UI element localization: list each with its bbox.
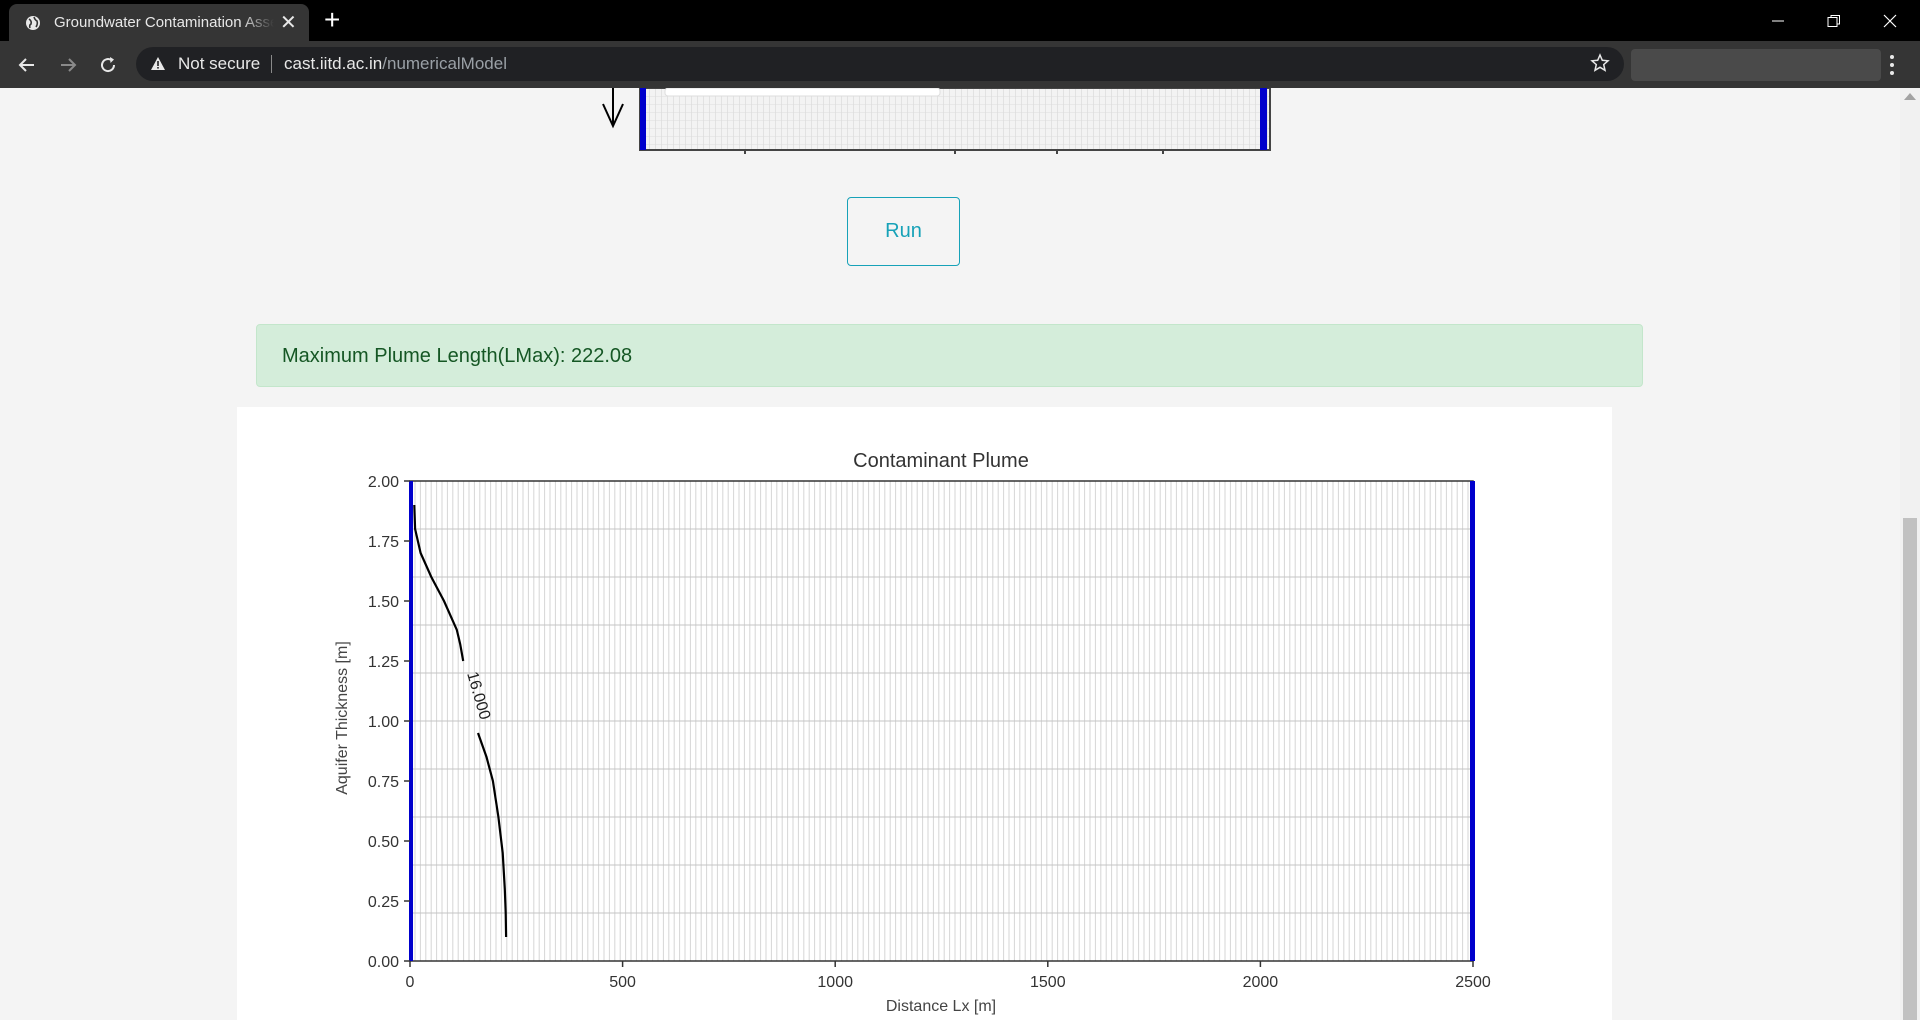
divider [271, 55, 272, 73]
y-tick-label: 0.00 [368, 954, 399, 971]
contaminant-plume-chart: Contaminant Plume Aquifer Thickness [m] … [334, 450, 1491, 1015]
plot-card: Contaminant Plume Aquifer Thickness [m] … [237, 407, 1612, 1020]
tab-title: Groundwater Contamination Assessment [54, 14, 274, 31]
contour-label: 16.000 [463, 670, 493, 722]
max-plume-length-text: Maximum Plume Length(LMax): 222.08 [282, 345, 633, 367]
close-window-icon[interactable] [1862, 0, 1918, 41]
warning-icon [151, 57, 165, 70]
scrollbar-thumb[interactable] [1903, 518, 1917, 1020]
right-boundary [1470, 481, 1475, 961]
y-tick-label: 1.25 [368, 654, 399, 671]
x-tick-label: 2000 [1243, 974, 1279, 991]
chart-title: Contaminant Plume [853, 450, 1029, 472]
security-label[interactable]: Not secure [178, 54, 261, 73]
browser-tab-strip: Groundwater Contamination Assessment ✕ + [0, 0, 1920, 41]
y-tick-label: 0.50 [368, 834, 399, 851]
left-boundary [409, 481, 413, 961]
result-alert: Maximum Plume Length(LMax): 222.08 [256, 324, 1643, 387]
x-tick-label: 0 [406, 974, 415, 991]
y-tick-label: 1.00 [368, 714, 399, 731]
aquifer-model-diagram [602, 88, 1271, 154]
profile-area[interactable] [1631, 49, 1881, 81]
page-content: Run Maximum Plume Length(LMax): 222.08 C… [0, 88, 1900, 1020]
contour-line [413, 504, 465, 662]
down-arrow-icon [602, 88, 624, 129]
x-tick-label: 1500 [1030, 974, 1066, 991]
url-host: cast.iitd.ac.in [284, 54, 383, 73]
y-tick-label: 0.75 [368, 774, 399, 791]
y-axis-label: Aquifer Thickness [m] [334, 641, 351, 795]
y-tick-label: 0.25 [368, 894, 399, 911]
y-tick-label: 2.00 [368, 474, 399, 491]
close-tab-icon[interactable]: ✕ [280, 11, 297, 34]
x-tick-label: 500 [609, 974, 636, 991]
x-tick-label: 1000 [817, 974, 853, 991]
globe-icon [26, 15, 40, 30]
x-axis-label: Distance Lx [m] [886, 998, 996, 1015]
address-bar[interactable]: Not secure cast.iitd.ac.in/numericalMode… [136, 47, 1624, 81]
url-path: /numericalModel [382, 54, 507, 73]
restore-icon[interactable] [1806, 0, 1862, 41]
menu-dots-icon[interactable] [1886, 53, 1898, 77]
back-arrow-icon[interactable] [13, 51, 41, 79]
x-tick-label: 2500 [1455, 974, 1491, 991]
y-tick-label: 1.75 [368, 534, 399, 551]
forward-arrow-icon[interactable] [54, 51, 82, 79]
y-tick-label: 1.50 [368, 594, 399, 611]
browser-toolbar: Not secure cast.iitd.ac.in/numericalMode… [0, 41, 1920, 88]
reload-icon[interactable] [94, 51, 122, 79]
bookmark-star-icon[interactable] [1590, 53, 1610, 73]
mesh-grid-horizontal [410, 528, 1473, 914]
run-button[interactable]: Run [847, 197, 960, 266]
minimize-icon[interactable] [1750, 0, 1806, 41]
new-tab-icon[interactable]: + [324, 4, 341, 35]
url-text[interactable]: cast.iitd.ac.in/numericalModel [284, 54, 507, 74]
contour-line [476, 732, 508, 938]
browser-tab[interactable]: Groundwater Contamination Assessment ✕ [9, 4, 309, 41]
scroll-up-arrow-icon[interactable] [1904, 93, 1916, 100]
